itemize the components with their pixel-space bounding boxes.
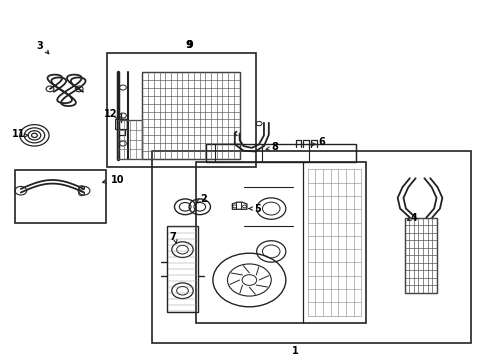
Text: 3: 3 <box>36 41 42 51</box>
Bar <box>205 144 356 162</box>
Bar <box>107 53 255 167</box>
Bar <box>152 152 469 342</box>
Text: 7: 7 <box>169 232 176 242</box>
Text: 9: 9 <box>186 40 193 50</box>
Text: 6: 6 <box>317 137 324 147</box>
Bar <box>118 120 142 159</box>
Text: 8: 8 <box>271 142 278 152</box>
Bar <box>166 226 198 312</box>
Text: 1: 1 <box>292 346 298 356</box>
Bar <box>196 162 366 323</box>
Text: 4: 4 <box>409 212 416 222</box>
Text: 11: 11 <box>12 129 25 139</box>
Text: 10: 10 <box>111 175 124 185</box>
Text: 2: 2 <box>200 194 206 203</box>
Text: 12: 12 <box>104 109 117 119</box>
Text: 5: 5 <box>254 203 261 213</box>
Text: 9: 9 <box>185 40 192 50</box>
Bar <box>404 217 436 293</box>
Bar <box>142 72 239 159</box>
Bar <box>15 170 106 223</box>
